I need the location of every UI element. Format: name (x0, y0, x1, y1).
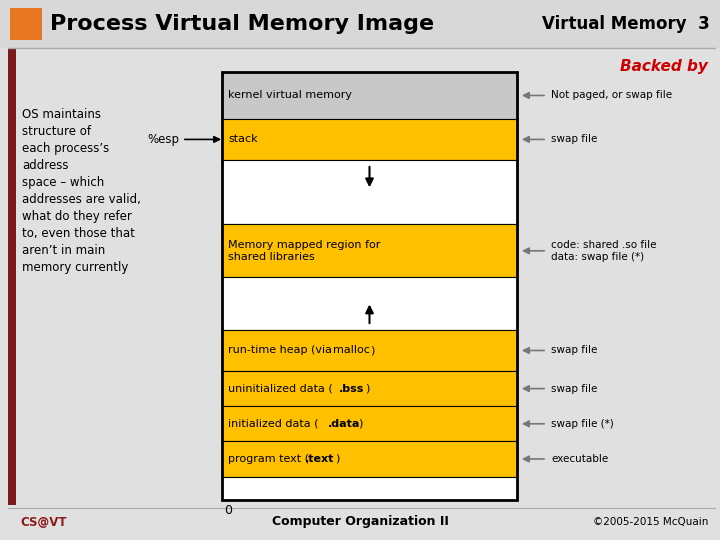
Text: Process Virtual Memory Image: Process Virtual Memory Image (50, 14, 434, 34)
Text: executable: executable (551, 454, 608, 464)
Bar (222, 119, 517, 160)
Text: ): ) (358, 419, 362, 429)
Text: malloc: malloc (333, 346, 370, 355)
Text: code: shared .so file
data: swap file (*): code: shared .so file data: swap file (*… (551, 240, 657, 261)
Text: 0: 0 (224, 504, 232, 517)
Text: ): ) (370, 346, 374, 355)
Bar (10, 8, 42, 40)
Bar (222, 277, 517, 330)
Text: stack: stack (228, 134, 258, 144)
Text: ©2005-2015 McQuain: ©2005-2015 McQuain (593, 517, 708, 527)
Text: swap file: swap file (551, 134, 598, 144)
Text: Not paged, or swap file: Not paged, or swap file (551, 91, 672, 100)
Text: run-time heap (via: run-time heap (via (228, 346, 336, 355)
Text: %esp: %esp (147, 133, 179, 146)
Bar (222, 441, 517, 476)
Text: kernel virtual memory: kernel virtual memory (228, 91, 352, 100)
Bar (222, 225, 517, 277)
Text: Virtual Memory  3: Virtual Memory 3 (542, 15, 710, 33)
Bar (222, 160, 517, 225)
Bar (8, 48, 16, 505)
Text: Backed by: Backed by (620, 58, 708, 73)
Bar (222, 371, 517, 406)
Text: initialized data (: initialized data ( (228, 419, 318, 429)
Bar (222, 72, 517, 500)
Text: Computer Organization II: Computer Organization II (271, 516, 449, 529)
Text: ): ) (335, 454, 339, 464)
Text: CS@VT: CS@VT (20, 516, 66, 529)
Text: .text: .text (305, 454, 334, 464)
Bar (222, 476, 517, 500)
Text: uninitialized data (: uninitialized data ( (228, 383, 333, 394)
Bar (222, 72, 517, 119)
Text: Memory mapped region for
shared libraries: Memory mapped region for shared librarie… (228, 240, 380, 261)
Text: .data: .data (328, 419, 361, 429)
Text: program text (: program text ( (228, 454, 309, 464)
Text: swap file: swap file (551, 346, 598, 355)
Text: swap file (*): swap file (*) (551, 419, 613, 429)
Text: .bss: .bss (339, 383, 364, 394)
Bar (222, 330, 517, 371)
Bar (222, 406, 517, 441)
Text: OS maintains
structure of
each process’s
address
space – which
addresses are val: OS maintains structure of each process’s… (22, 108, 141, 274)
Text: swap file: swap file (551, 383, 598, 394)
Text: ): ) (365, 383, 369, 394)
